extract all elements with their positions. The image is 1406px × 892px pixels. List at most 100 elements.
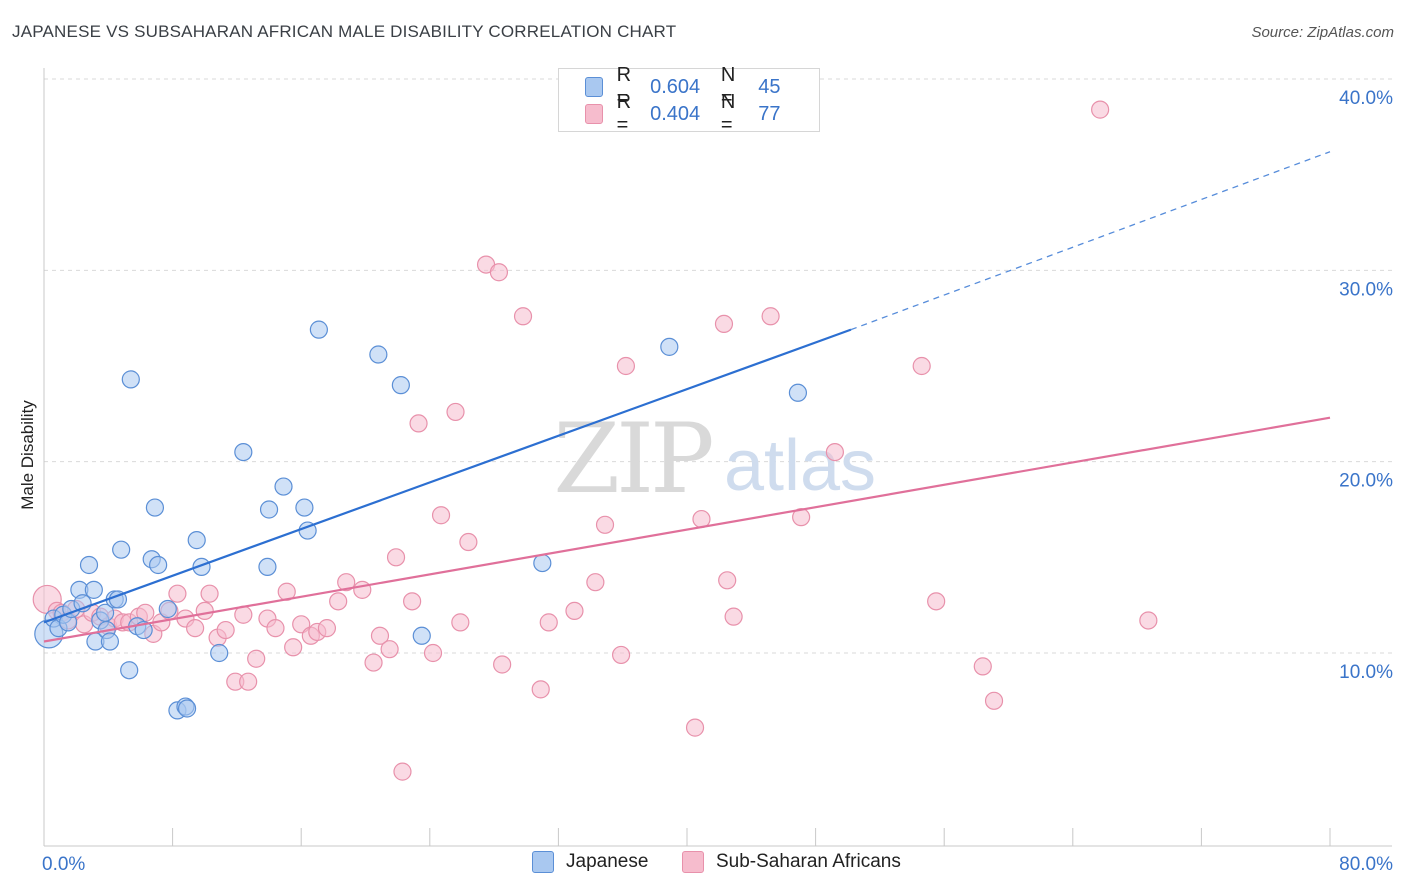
- subsaharan-point: [714, 314, 734, 334]
- japanese-point: [391, 376, 410, 395]
- japanese-point: [187, 531, 206, 550]
- subsaharan-point: [973, 657, 992, 676]
- subsaharan-point: [912, 356, 931, 376]
- x-tick-labels: 0.0% 80.0%: [42, 854, 1393, 875]
- japanese-point: [295, 498, 314, 517]
- source-credit: Source: ZipAtlas.com: [1251, 24, 1394, 41]
- subsaharan-swatch: [682, 851, 704, 873]
- r-label: R =: [616, 64, 632, 109]
- subsaharan-point: [595, 515, 615, 534]
- subsaharan-point: [409, 414, 428, 433]
- n-label: N =: [720, 91, 736, 136]
- japanese-point: [121, 370, 140, 389]
- y-tick-label: 30.0%: [1339, 279, 1393, 300]
- subsaharan-point: [718, 571, 737, 590]
- n-value: 77: [758, 102, 781, 125]
- japanese-point: [158, 599, 177, 619]
- y-tick-label: 20.0%: [1339, 471, 1393, 492]
- stats-legend: R = 0.604 N = 45 R = 0.404 N = 77: [558, 64, 820, 136]
- blue-points: [34, 320, 808, 720]
- subsaharan-point: [513, 307, 533, 326]
- legend-label: Japanese: [566, 851, 649, 872]
- subsaharan-point: [386, 548, 406, 567]
- subsaharan-point: [724, 607, 743, 626]
- japanese-point: [112, 540, 131, 559]
- legend-item-subsaharan[interactable]: Sub-Saharan Africans: [682, 851, 901, 873]
- subsaharan-point: [423, 643, 443, 663]
- legend-item-japanese[interactable]: Japanese: [532, 851, 648, 873]
- japanese-point: [660, 337, 679, 356]
- subsaharan-point: [565, 601, 584, 621]
- japanese-point: [120, 661, 139, 680]
- stats-row-japanese: R = 0.604 N = 45: [585, 64, 819, 109]
- japanese-point: [533, 553, 552, 573]
- subsaharan-point: [539, 613, 558, 632]
- trend-lines: [43, 151, 1331, 643]
- subsaharan-point: [329, 592, 348, 611]
- subsaharan-point: [586, 573, 605, 592]
- y-tick-labels: 10.0% 20.0% 30.0% 40.0%: [1339, 88, 1393, 683]
- subsaharan-point: [195, 601, 214, 621]
- japanese-point: [258, 557, 277, 577]
- subsaharan-point: [1091, 100, 1110, 119]
- subsaharan-point: [489, 263, 509, 282]
- watermark-atlas: atlas: [724, 426, 876, 506]
- japanese-point: [369, 345, 388, 364]
- subsaharan-point: [364, 653, 383, 672]
- japanese-point: [309, 320, 328, 339]
- subsaharan-point: [266, 619, 285, 638]
- subsaharan-point: [611, 645, 631, 665]
- subsaharan-point: [984, 691, 1004, 710]
- subsaharan-point: [446, 402, 465, 422]
- subsaharan-point: [216, 620, 235, 640]
- subsaharan-point: [370, 626, 390, 645]
- subsaharan-point: [317, 619, 337, 638]
- n-value: 45: [758, 75, 781, 98]
- japanese-point: [788, 383, 808, 402]
- subsaharan-point: [685, 718, 705, 737]
- japanese-point: [149, 555, 168, 575]
- subsaharan-point: [393, 762, 412, 781]
- axes: [43, 68, 1392, 847]
- r-value: 0.604: [650, 75, 701, 98]
- japanese-point: [259, 500, 279, 519]
- japanese-point: [210, 643, 229, 663]
- japanese-swatch: [532, 851, 554, 873]
- subsaharan-point: [247, 649, 266, 668]
- subsaharan-point: [459, 532, 478, 552]
- r-label: R =: [616, 91, 632, 136]
- subsaharan-point: [1139, 611, 1158, 630]
- japanese-trend-line: [43, 328, 852, 624]
- subsaharan-point: [927, 592, 946, 611]
- y-tick-label: 10.0%: [1339, 662, 1393, 683]
- x-tick-label: 0.0%: [42, 854, 85, 875]
- subsaharan-swatch: [585, 104, 603, 124]
- japanese-swatch: [585, 77, 603, 97]
- japanese-point: [145, 498, 165, 517]
- subsaharan-point: [239, 672, 258, 691]
- japanese-point: [79, 555, 99, 575]
- gridlines: [44, 78, 1392, 654]
- subsaharan-point: [825, 443, 844, 462]
- subsaharan-point: [380, 640, 399, 659]
- japanese-point: [234, 443, 253, 462]
- stats-row-subsaharan: R = 0.404 N = 77: [585, 91, 819, 136]
- watermark: ZIP atlas: [553, 403, 876, 515]
- japanese-point: [274, 477, 293, 496]
- subsaharan-trend-line: [43, 416, 1331, 643]
- japanese-trend-extension: [850, 151, 1331, 331]
- japanese-point: [412, 626, 431, 645]
- subsaharan-point: [761, 307, 780, 326]
- subsaharan-point: [200, 584, 219, 603]
- japanese-point: [84, 580, 103, 599]
- subsaharan-point: [337, 573, 356, 592]
- series-legend: Japanese Sub-Saharan Africans: [0, 851, 1406, 879]
- subsaharan-point: [431, 506, 451, 525]
- subsaharan-point: [403, 592, 422, 611]
- subsaharan-point: [451, 613, 470, 632]
- japanese-point: [177, 699, 197, 718]
- legend-label: Sub-Saharan Africans: [716, 851, 901, 872]
- subsaharan-point: [284, 638, 303, 657]
- x-tick-label: 80.0%: [1339, 854, 1393, 875]
